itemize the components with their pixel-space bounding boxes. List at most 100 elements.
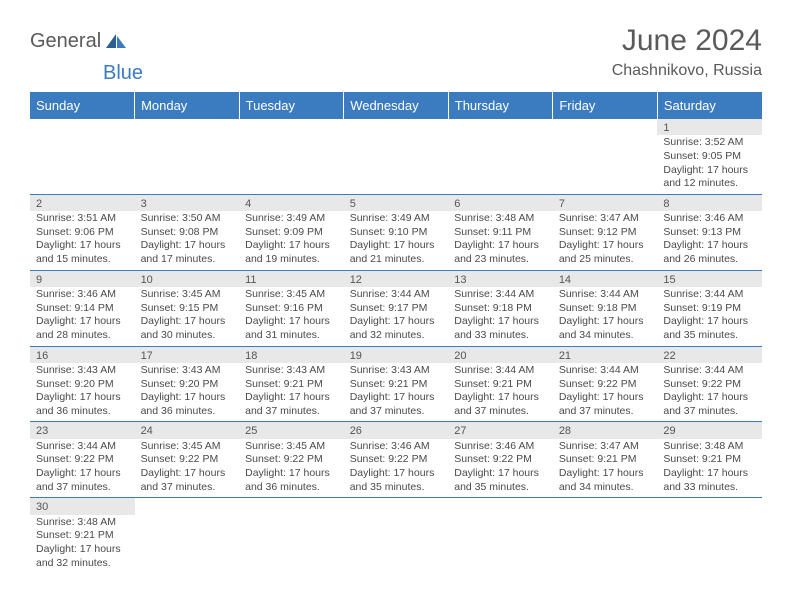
sunset-text: Sunset: 9:22 PM — [245, 453, 338, 467]
day-header: Friday — [553, 92, 658, 119]
day-details-cell: Sunrise: 3:45 AMSunset: 9:16 PMDaylight:… — [239, 287, 344, 346]
day-details-cell: Sunrise: 3:46 AMSunset: 9:13 PMDaylight:… — [657, 211, 762, 270]
sunset-text: Sunset: 9:15 PM — [141, 302, 234, 316]
daylight-text: Daylight: 17 hours and 30 minutes. — [141, 315, 234, 342]
day-number-cell: 21 — [553, 346, 658, 363]
sunrise-text: Sunrise: 3:44 AM — [454, 288, 547, 302]
sunset-text: Sunset: 9:22 PM — [36, 453, 129, 467]
logo-text-general: General — [30, 30, 101, 53]
logo-text-blue: Blue — [103, 62, 143, 85]
sunrise-text: Sunrise: 3:50 AM — [141, 212, 234, 226]
day-number-cell: 3 — [135, 194, 240, 211]
day-details-cell — [553, 135, 658, 194]
sunrise-text: Sunrise: 3:44 AM — [663, 364, 756, 378]
sunset-text: Sunset: 9:22 PM — [559, 378, 652, 392]
day-header-row: Sunday Monday Tuesday Wednesday Thursday… — [30, 92, 762, 119]
daylight-text: Daylight: 17 hours and 21 minutes. — [350, 239, 443, 266]
sunrise-text: Sunrise: 3:52 AM — [663, 136, 756, 150]
sunset-text: Sunset: 9:21 PM — [454, 378, 547, 392]
day-number-cell: 15 — [657, 270, 762, 287]
daynum-row: 30 — [30, 498, 762, 515]
details-row: Sunrise: 3:51 AMSunset: 9:06 PMDaylight:… — [30, 211, 762, 270]
sunset-text: Sunset: 9:21 PM — [350, 378, 443, 392]
day-number-cell: 4 — [239, 194, 344, 211]
details-row: Sunrise: 3:44 AMSunset: 9:22 PMDaylight:… — [30, 439, 762, 498]
sunrise-text: Sunrise: 3:48 AM — [663, 440, 756, 454]
day-number-cell: 11 — [239, 270, 344, 287]
sunrise-text: Sunrise: 3:43 AM — [350, 364, 443, 378]
sunrise-text: Sunrise: 3:48 AM — [454, 212, 547, 226]
day-number-cell: 24 — [135, 422, 240, 439]
day-details-cell — [344, 135, 449, 194]
day-number-cell: 1 — [657, 119, 762, 135]
day-details-cell: Sunrise: 3:46 AMSunset: 9:14 PMDaylight:… — [30, 287, 135, 346]
sunrise-text: Sunrise: 3:45 AM — [141, 440, 234, 454]
day-number-cell: 23 — [30, 422, 135, 439]
day-number-cell — [448, 119, 553, 135]
day-number-cell — [135, 119, 240, 135]
day-number-cell: 17 — [135, 346, 240, 363]
sunrise-text: Sunrise: 3:46 AM — [663, 212, 756, 226]
sunrise-text: Sunrise: 3:47 AM — [559, 212, 652, 226]
sunrise-text: Sunrise: 3:44 AM — [559, 364, 652, 378]
day-details-cell: Sunrise: 3:47 AMSunset: 9:21 PMDaylight:… — [553, 439, 658, 498]
day-header: Saturday — [657, 92, 762, 119]
daylight-text: Daylight: 17 hours and 37 minutes. — [663, 391, 756, 418]
daylight-text: Daylight: 17 hours and 37 minutes. — [350, 391, 443, 418]
sunset-text: Sunset: 9:18 PM — [559, 302, 652, 316]
day-number-cell: 12 — [344, 270, 449, 287]
daylight-text: Daylight: 17 hours and 15 minutes. — [36, 239, 129, 266]
daylight-text: Daylight: 17 hours and 26 minutes. — [663, 239, 756, 266]
day-number-cell: 7 — [553, 194, 658, 211]
day-details-cell — [657, 515, 762, 574]
sunrise-text: Sunrise: 3:44 AM — [559, 288, 652, 302]
sunrise-text: Sunrise: 3:45 AM — [245, 440, 338, 454]
day-details-cell — [448, 515, 553, 574]
daylight-text: Daylight: 17 hours and 36 minutes. — [141, 391, 234, 418]
details-row: Sunrise: 3:52 AMSunset: 9:05 PMDaylight:… — [30, 135, 762, 194]
sunset-text: Sunset: 9:21 PM — [559, 453, 652, 467]
day-details-cell: Sunrise: 3:45 AMSunset: 9:15 PMDaylight:… — [135, 287, 240, 346]
sunrise-text: Sunrise: 3:49 AM — [350, 212, 443, 226]
day-details-cell: Sunrise: 3:44 AMSunset: 9:19 PMDaylight:… — [657, 287, 762, 346]
sunrise-text: Sunrise: 3:48 AM — [36, 516, 129, 530]
sunset-text: Sunset: 9:13 PM — [663, 226, 756, 240]
day-details-cell — [344, 515, 449, 574]
sunset-text: Sunset: 9:10 PM — [350, 226, 443, 240]
day-number-cell — [448, 498, 553, 515]
day-number-cell: 25 — [239, 422, 344, 439]
sunset-text: Sunset: 9:17 PM — [350, 302, 443, 316]
day-details-cell: Sunrise: 3:48 AMSunset: 9:11 PMDaylight:… — [448, 211, 553, 270]
day-details-cell — [135, 515, 240, 574]
daylight-text: Daylight: 17 hours and 32 minutes. — [36, 543, 129, 570]
sunset-text: Sunset: 9:21 PM — [245, 378, 338, 392]
daylight-text: Daylight: 17 hours and 37 minutes. — [141, 467, 234, 494]
sunrise-text: Sunrise: 3:45 AM — [245, 288, 338, 302]
day-details-cell: Sunrise: 3:46 AMSunset: 9:22 PMDaylight:… — [448, 439, 553, 498]
sunset-text: Sunset: 9:12 PM — [559, 226, 652, 240]
location: Chashnikovo, Russia — [612, 62, 762, 80]
day-details-cell: Sunrise: 3:44 AMSunset: 9:18 PMDaylight:… — [553, 287, 658, 346]
sunrise-text: Sunrise: 3:47 AM — [559, 440, 652, 454]
sunrise-text: Sunrise: 3:44 AM — [454, 364, 547, 378]
daylight-text: Daylight: 17 hours and 28 minutes. — [36, 315, 129, 342]
day-number-cell: 20 — [448, 346, 553, 363]
day-header: Wednesday — [344, 92, 449, 119]
day-details-cell — [239, 135, 344, 194]
daylight-text: Daylight: 17 hours and 19 minutes. — [245, 239, 338, 266]
calendar-table: Sunday Monday Tuesday Wednesday Thursday… — [30, 92, 762, 573]
day-details-cell — [239, 515, 344, 574]
sunrise-text: Sunrise: 3:44 AM — [663, 288, 756, 302]
day-details-cell: Sunrise: 3:43 AMSunset: 9:21 PMDaylight:… — [344, 363, 449, 422]
daynum-row: 16171819202122 — [30, 346, 762, 363]
day-details-cell: Sunrise: 3:45 AMSunset: 9:22 PMDaylight:… — [239, 439, 344, 498]
sunset-text: Sunset: 9:21 PM — [663, 453, 756, 467]
sunset-text: Sunset: 9:06 PM — [36, 226, 129, 240]
day-header: Tuesday — [239, 92, 344, 119]
sunrise-text: Sunrise: 3:43 AM — [36, 364, 129, 378]
day-details-cell: Sunrise: 3:49 AMSunset: 9:10 PMDaylight:… — [344, 211, 449, 270]
daynum-row: 1 — [30, 119, 762, 135]
sunrise-text: Sunrise: 3:46 AM — [454, 440, 547, 454]
sunrise-text: Sunrise: 3:44 AM — [350, 288, 443, 302]
daylight-text: Daylight: 17 hours and 35 minutes. — [454, 467, 547, 494]
